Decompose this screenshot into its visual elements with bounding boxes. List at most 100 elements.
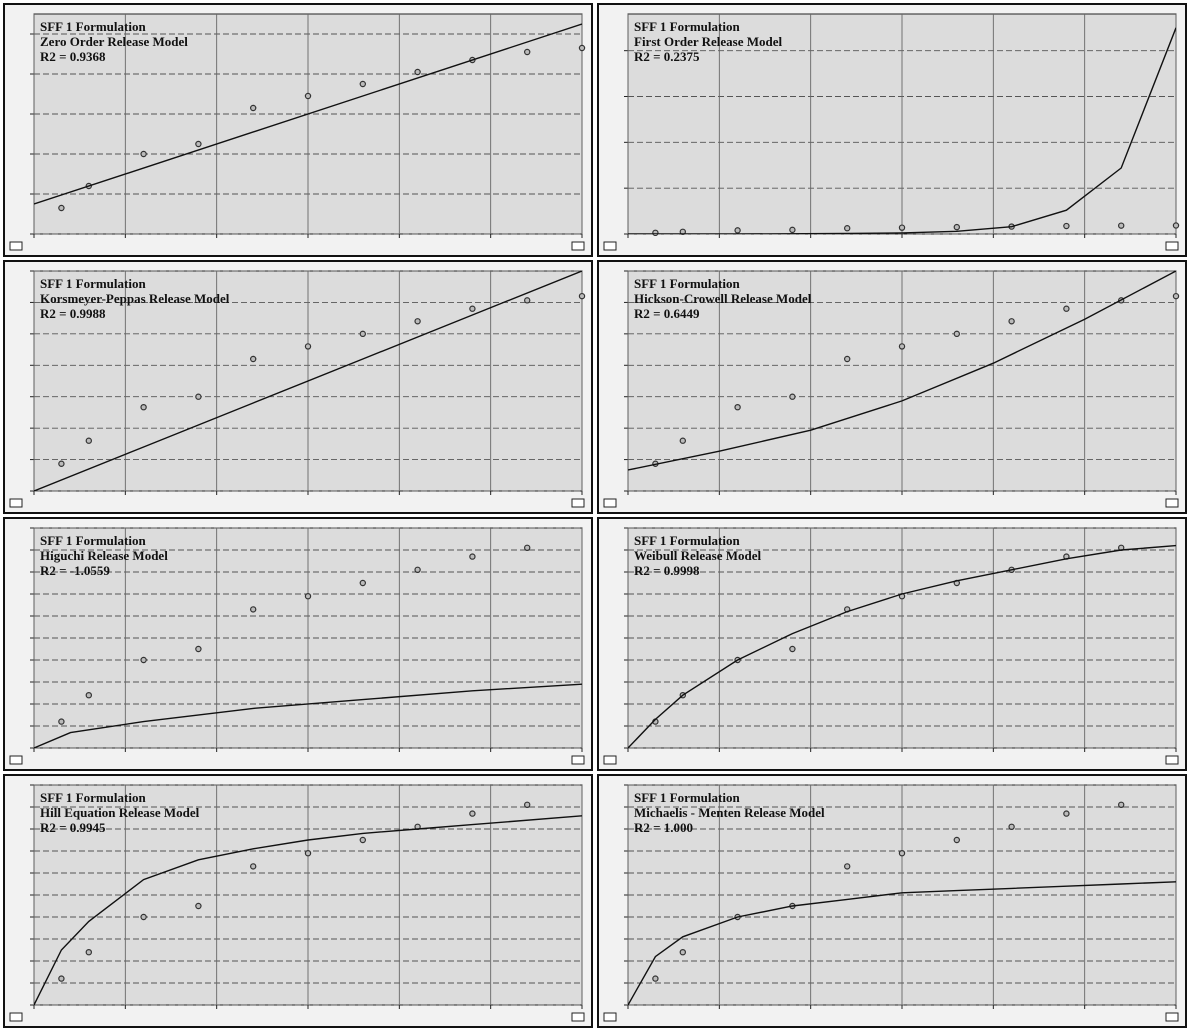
data-point	[359, 80, 366, 88]
data-point	[85, 437, 93, 444]
chart-subtitle: Hickson-Crowell Release Model	[634, 291, 812, 306]
chart-subtitle: Weibull Release Model	[634, 548, 761, 563]
chart-title: SFF 1 Formulation	[634, 19, 740, 34]
data-point	[359, 579, 366, 587]
scroll-button	[603, 498, 617, 508]
data-point	[1063, 222, 1070, 230]
data-point	[843, 863, 851, 870]
data-point	[249, 104, 257, 112]
data-point	[898, 343, 906, 350]
chart-title: SFF 1 Formulation	[40, 276, 146, 291]
scroll-button	[1165, 241, 1179, 251]
data-point	[1063, 810, 1070, 817]
data-point	[734, 403, 741, 411]
data-point	[843, 225, 851, 232]
data-point	[469, 305, 476, 312]
data-point	[789, 226, 796, 234]
data-point	[58, 460, 65, 467]
data-point	[652, 975, 659, 982]
r2-annotation: R2 = 0.9945	[40, 820, 106, 835]
chart-subtitle: Michaelis - Menten Release Model	[634, 805, 825, 820]
data-point	[469, 553, 476, 560]
data-point	[304, 92, 312, 100]
data-point	[789, 393, 796, 400]
data-point	[195, 393, 202, 400]
fit-line	[628, 271, 1176, 471]
fit-line	[34, 683, 582, 748]
data-point	[140, 150, 147, 158]
data-point	[58, 204, 65, 212]
fit-line	[34, 23, 582, 205]
chart-title: SFF 1 Formulation	[40, 533, 146, 548]
data-point	[524, 544, 531, 551]
data-point	[1063, 305, 1070, 312]
data-point	[195, 140, 202, 148]
data-point	[249, 863, 257, 870]
scroll-button	[1165, 1012, 1179, 1022]
data-point	[679, 437, 687, 444]
chart-title: SFF 1 Formulation	[40, 19, 146, 34]
scroll-button	[9, 498, 23, 508]
data-point	[524, 297, 531, 304]
data-point	[578, 44, 586, 52]
scroll-button	[571, 755, 585, 765]
data-point	[304, 849, 312, 857]
data-point	[789, 645, 796, 653]
data-point	[898, 849, 906, 857]
fit-line	[628, 881, 1176, 1005]
scroll-button	[1165, 755, 1179, 765]
fit-line	[628, 27, 1176, 234]
r2-annotation: R2 = 0.2375	[634, 49, 700, 64]
data-point	[1008, 823, 1015, 831]
data-point	[195, 902, 202, 910]
data-point	[414, 566, 421, 574]
data-point	[1008, 318, 1015, 325]
data-point	[58, 975, 65, 982]
chart-subtitle: First Order Release Model	[634, 34, 783, 49]
r2-annotation: R2 = 0.6449	[634, 306, 700, 321]
data-point	[1118, 801, 1125, 808]
scroll-button	[9, 1012, 23, 1022]
scroll-button	[603, 755, 617, 765]
data-point	[140, 656, 147, 664]
data-point	[1118, 222, 1125, 229]
data-point	[140, 913, 147, 921]
data-point	[652, 229, 659, 237]
data-point	[304, 592, 312, 600]
fit-line	[628, 544, 1176, 748]
chart-title: SFF 1 Formulation	[40, 790, 146, 805]
data-point	[734, 227, 741, 234]
data-point	[359, 836, 366, 844]
fit-line	[34, 271, 582, 491]
scroll-button	[571, 498, 585, 508]
scroll-button	[9, 755, 23, 765]
data-point	[679, 948, 687, 956]
data-point	[140, 403, 147, 411]
r2-annotation: R2 = 0.9368	[40, 49, 106, 64]
scroll-button	[1165, 498, 1179, 508]
scroll-button	[603, 241, 617, 251]
data-point	[524, 48, 531, 56]
r2-annotation: R2 = 0.9998	[634, 563, 700, 578]
data-point	[953, 223, 960, 231]
data-point	[58, 718, 65, 725]
data-point	[578, 292, 586, 300]
data-point	[249, 606, 257, 613]
chart-title: SFF 1 Formulation	[634, 276, 740, 291]
data-point	[524, 801, 531, 808]
scroll-button	[603, 1012, 617, 1022]
data-point	[304, 343, 312, 350]
data-point	[414, 68, 421, 76]
data-point	[469, 810, 476, 817]
data-point	[843, 355, 851, 363]
data-point	[953, 836, 960, 844]
data-point	[359, 330, 366, 338]
chart-title: SFF 1 Formulation	[634, 533, 740, 548]
